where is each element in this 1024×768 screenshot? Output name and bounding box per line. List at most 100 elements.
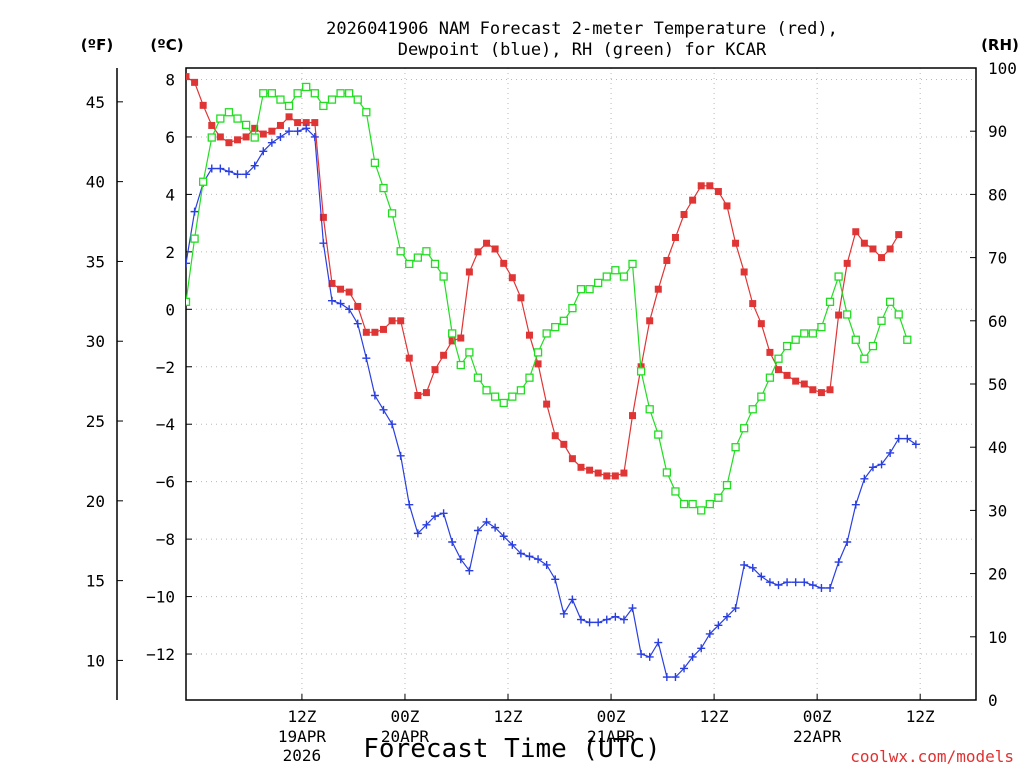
dewpoint-point (370, 391, 379, 400)
dewpoint-point (396, 451, 405, 460)
dewpoint-point (911, 440, 920, 449)
temperature-point (654, 285, 662, 293)
temperature-point (483, 239, 491, 247)
chart-title-line1: 2026041906 NAM Forecast 2-meter Temperat… (326, 19, 838, 39)
rh-point (199, 177, 208, 186)
dewpoint-point (654, 638, 663, 647)
rh-unit-label: (RH) (981, 36, 1019, 54)
dewpoint-point (860, 474, 869, 483)
rh-point (405, 259, 414, 269)
rh-point (894, 310, 903, 319)
rh-tick-label: 40 (988, 438, 1007, 457)
rh-point (594, 278, 603, 288)
temperature-series (186, 73, 903, 480)
dewpoint-point (671, 673, 680, 682)
fahrenheit-tick-label: 25 (86, 412, 105, 431)
temperature-point (783, 371, 791, 379)
rh-tick-label: 50 (988, 375, 1007, 394)
rh-point (207, 133, 216, 142)
dewpoint-point (697, 644, 706, 653)
temperature-point (800, 380, 808, 388)
dewpoint-point (740, 560, 749, 569)
rh-tick-label: 70 (988, 249, 1007, 268)
rh-tick-label: 60 (988, 312, 1007, 331)
dewpoint-point (559, 609, 568, 618)
temperature-point (225, 139, 233, 147)
plot-frame (185, 67, 977, 701)
rh-point (413, 253, 422, 262)
temperature-point (551, 432, 559, 440)
dewpoint-point (894, 434, 903, 443)
dewpoint-point (491, 523, 500, 532)
rh-point (817, 322, 826, 332)
dewpoint-point (327, 296, 336, 305)
dewpoint-point (688, 652, 697, 661)
dewpoint-point (431, 512, 440, 521)
dewpoint-point (250, 161, 259, 170)
rh-point (628, 259, 637, 269)
celsius-tick-label: 2 (165, 243, 175, 262)
x-tick-label: 00Z (391, 707, 420, 726)
rh-point (448, 329, 457, 338)
temperature-point (568, 455, 576, 463)
dewpoint-point (224, 167, 233, 176)
rh-point (903, 335, 912, 344)
rh-point (654, 430, 663, 439)
dewpoint-point (516, 549, 525, 558)
temperature-point (534, 360, 542, 368)
temperature-point (706, 182, 714, 190)
chart-title-line2: Dewpoint (blue), RH (green) for KCAR (398, 40, 767, 60)
dewpoint-point (551, 575, 560, 584)
dewpoint-point (293, 127, 302, 136)
temperature-point (345, 288, 353, 296)
dewpoint-point (336, 299, 345, 308)
temperature-point (826, 386, 834, 394)
temperature-point (285, 113, 293, 121)
temperature-point (817, 389, 825, 397)
temperature-point (740, 268, 748, 276)
rh-point (662, 468, 672, 477)
x-tick-year: 2026 (283, 746, 322, 765)
rh-point (345, 89, 354, 98)
dewpoint-point (602, 615, 611, 624)
dewpoint-point (765, 578, 774, 587)
dewpoint-point (619, 615, 628, 624)
fahrenheit-tick-label: 40 (86, 173, 105, 192)
dewpoint-point (310, 132, 319, 141)
rh-point (516, 386, 526, 395)
dewpoint-point (851, 500, 860, 509)
temperature-point (766, 348, 774, 356)
temperature-point (525, 331, 533, 339)
temperature-point (216, 133, 224, 141)
temperature-point (860, 239, 868, 247)
rh-point (705, 499, 714, 509)
rh-point (834, 272, 843, 281)
rh-point (190, 234, 199, 243)
dewpoint-point (276, 132, 285, 141)
rh-point (551, 322, 560, 332)
dewpoint-point (826, 583, 835, 592)
temperature-point (629, 412, 637, 420)
temperature-point (663, 256, 671, 264)
dewpoint-point (791, 578, 800, 587)
rh-tick-label: 20 (988, 565, 1007, 584)
x-tick-date: 19APR (278, 727, 327, 746)
temperature-point (603, 472, 611, 480)
rh-point (868, 341, 878, 351)
dewpoint-point (774, 581, 783, 590)
celsius-unit-label: (ºC) (150, 36, 183, 54)
rh-point (267, 89, 277, 98)
temperature-point (895, 231, 903, 239)
dewpoint-point (285, 127, 294, 136)
x-tick-label: 12Z (700, 707, 729, 726)
temperature-point (259, 130, 267, 138)
rh-point (559, 316, 568, 325)
dewpoint-point (577, 615, 585, 624)
rh-tick-label: 30 (988, 501, 1007, 520)
temperature-point (689, 196, 697, 204)
rh-point (525, 373, 534, 382)
temperature-point (886, 245, 894, 253)
temperature-point (620, 469, 628, 477)
rh-tick-label: 80 (988, 185, 1007, 204)
